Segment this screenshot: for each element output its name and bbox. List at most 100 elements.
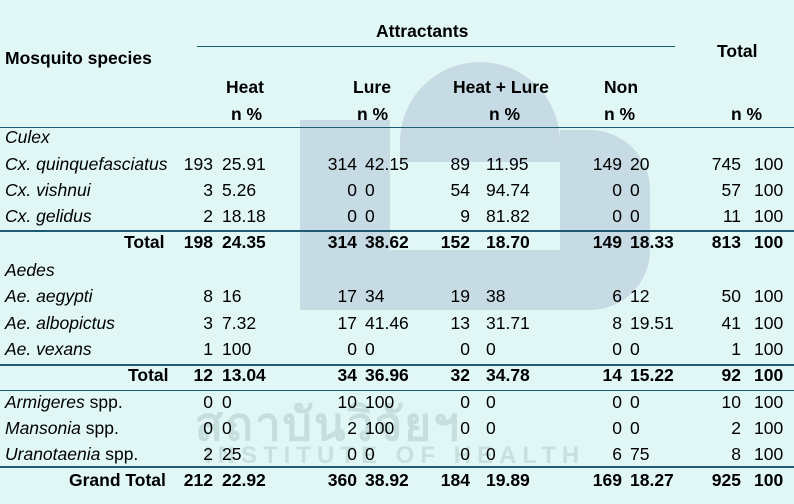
table-row-cell: 75 bbox=[630, 444, 650, 464]
total-row-cell: 15.22 bbox=[630, 365, 674, 385]
grand-total-row-cell: 22.92 bbox=[222, 470, 266, 490]
table-row-cell: 5.26 bbox=[222, 180, 257, 200]
table-row-cell: 11 bbox=[722, 206, 741, 226]
species-name: Armigeres spp. bbox=[5, 392, 123, 412]
unit-header-total: n % bbox=[731, 104, 763, 124]
table-row-cell: 100 bbox=[754, 154, 784, 174]
table-row-cell: 17 bbox=[337, 286, 357, 306]
table-row-cell: 20 bbox=[630, 154, 650, 174]
species-name: Mansonia spp. bbox=[5, 418, 119, 438]
total-row-cell: 13.04 bbox=[222, 365, 266, 385]
unit-header-heat-lure: n % bbox=[489, 104, 521, 124]
table-row-cell: 57 bbox=[721, 180, 741, 200]
table-row-cell: 19 bbox=[450, 286, 470, 306]
species-name: Ae. albopictus bbox=[5, 313, 115, 333]
table-row-cell: 19.51 bbox=[630, 313, 674, 333]
aedes-total-rule bbox=[0, 364, 794, 366]
grand-total-row-cell: 360 bbox=[327, 470, 357, 490]
table-row-cell: 2 bbox=[203, 444, 213, 464]
grand-total-row-cell: 184 bbox=[440, 470, 470, 490]
table-row-cell: 0 bbox=[203, 418, 213, 438]
total-row-cell: 813 bbox=[711, 232, 741, 252]
total-row-cell: 149 bbox=[592, 232, 622, 252]
table-row-cell: 12 bbox=[630, 286, 650, 306]
watermark-text-thai: สถาบันวิจัยฯ bbox=[195, 398, 461, 450]
total-row-cell: 36.96 bbox=[365, 365, 409, 385]
table-row-cell: 0 bbox=[203, 392, 213, 412]
table-row-cell: 100 bbox=[365, 392, 395, 412]
total-header: Total bbox=[717, 41, 758, 61]
table-row-cell: 0 bbox=[347, 180, 357, 200]
species-column-header: Mosquito species bbox=[5, 48, 152, 68]
table-row-cell: 0 bbox=[612, 418, 622, 438]
species-suffix: spp. bbox=[100, 444, 139, 464]
table-row-cell: 8 bbox=[612, 313, 622, 333]
table-row-cell: 100 bbox=[754, 339, 784, 359]
table-row-cell: 0 bbox=[222, 418, 232, 438]
total-row-cell: 24.35 bbox=[222, 232, 266, 252]
table-row-cell: 0 bbox=[630, 418, 640, 438]
species-genus: Mansonia bbox=[5, 418, 81, 438]
table-row-cell: 1 bbox=[731, 339, 741, 359]
table-row-cell: 0 bbox=[486, 339, 496, 359]
table-row-cell: 100 bbox=[754, 313, 784, 333]
table-row-cell: 100 bbox=[754, 206, 784, 226]
table-row-cell: 3 bbox=[203, 180, 213, 200]
table-row-cell: 0 bbox=[612, 180, 622, 200]
table-row-cell: 0 bbox=[347, 339, 357, 359]
table-row-cell: 2 bbox=[203, 206, 213, 226]
total-row-cell: 92 bbox=[721, 365, 741, 385]
table-row-cell: 0 bbox=[612, 206, 622, 226]
table-row-cell: 0 bbox=[347, 444, 357, 464]
table-row-cell: 0 bbox=[365, 444, 375, 464]
group-header-non: Non bbox=[604, 77, 639, 97]
total-row-cell: 14 bbox=[602, 365, 622, 385]
table-row-cell: 100 bbox=[754, 418, 784, 438]
grand-total-row-cell: 925 bbox=[711, 470, 741, 490]
section-name-culex: Culex bbox=[5, 127, 50, 147]
table-row-cell: 42.15 bbox=[365, 154, 409, 174]
table-row-cell: 34 bbox=[365, 286, 385, 306]
table-row-cell: 31.71 bbox=[486, 313, 530, 333]
table-row-cell: 0 bbox=[630, 392, 640, 412]
table-row-cell: 25.91 bbox=[222, 154, 266, 174]
table-row-cell: 81.82 bbox=[486, 206, 530, 226]
unit-header-non: n % bbox=[604, 104, 636, 124]
table-row-cell: 2 bbox=[347, 418, 357, 438]
total-row-cell: 32 bbox=[450, 365, 470, 385]
table-row-cell: 8 bbox=[203, 286, 213, 306]
table-row-cell: 0 bbox=[460, 418, 470, 438]
grand-total-row-cell: 18.27 bbox=[630, 470, 674, 490]
table-row-cell: 100 bbox=[222, 339, 252, 359]
table-row-cell: 0 bbox=[630, 180, 640, 200]
species-name: Cx. vishnui bbox=[5, 180, 91, 200]
table-row-cell: 0 bbox=[460, 392, 470, 412]
species-genus: Armigeres bbox=[5, 392, 85, 412]
table-row-cell: 0 bbox=[486, 418, 496, 438]
species-suffix: spp. bbox=[80, 418, 119, 438]
total-row-cell: 314 bbox=[327, 232, 357, 252]
table-row-cell: 9 bbox=[460, 206, 470, 226]
grand-total-row-cell: 38.92 bbox=[365, 470, 409, 490]
unit-header-heat: n % bbox=[231, 104, 263, 124]
table-row-cell: 314 bbox=[327, 154, 357, 174]
grand-total-row-cell: 100 bbox=[754, 470, 784, 490]
total-row-cell: 198 bbox=[183, 232, 213, 252]
species-name: Cx. quinquefasciatus bbox=[5, 154, 168, 174]
table-row-cell: 6 bbox=[612, 286, 622, 306]
total-row-cell: 100 bbox=[754, 232, 784, 252]
species-suffix: spp. bbox=[84, 392, 123, 412]
total-row-cell: 34 bbox=[337, 365, 357, 385]
table-row-cell: 0 bbox=[365, 180, 375, 200]
unit-header-lure: n % bbox=[357, 104, 389, 124]
table-row-cell: 3 bbox=[203, 313, 213, 333]
grand-total-rule bbox=[0, 466, 794, 468]
table-row-cell: 100 bbox=[754, 180, 784, 200]
species-genus: Uranotaenia bbox=[5, 444, 101, 464]
section-total-label: Total bbox=[124, 232, 165, 252]
table-row-cell: 38 bbox=[486, 286, 506, 306]
total-row-cell: 34.78 bbox=[486, 365, 530, 385]
total-row-cell: 18.70 bbox=[486, 232, 530, 252]
group-header-heat-lure: Heat + Lure bbox=[453, 77, 549, 97]
table-row-cell: 0 bbox=[486, 444, 496, 464]
